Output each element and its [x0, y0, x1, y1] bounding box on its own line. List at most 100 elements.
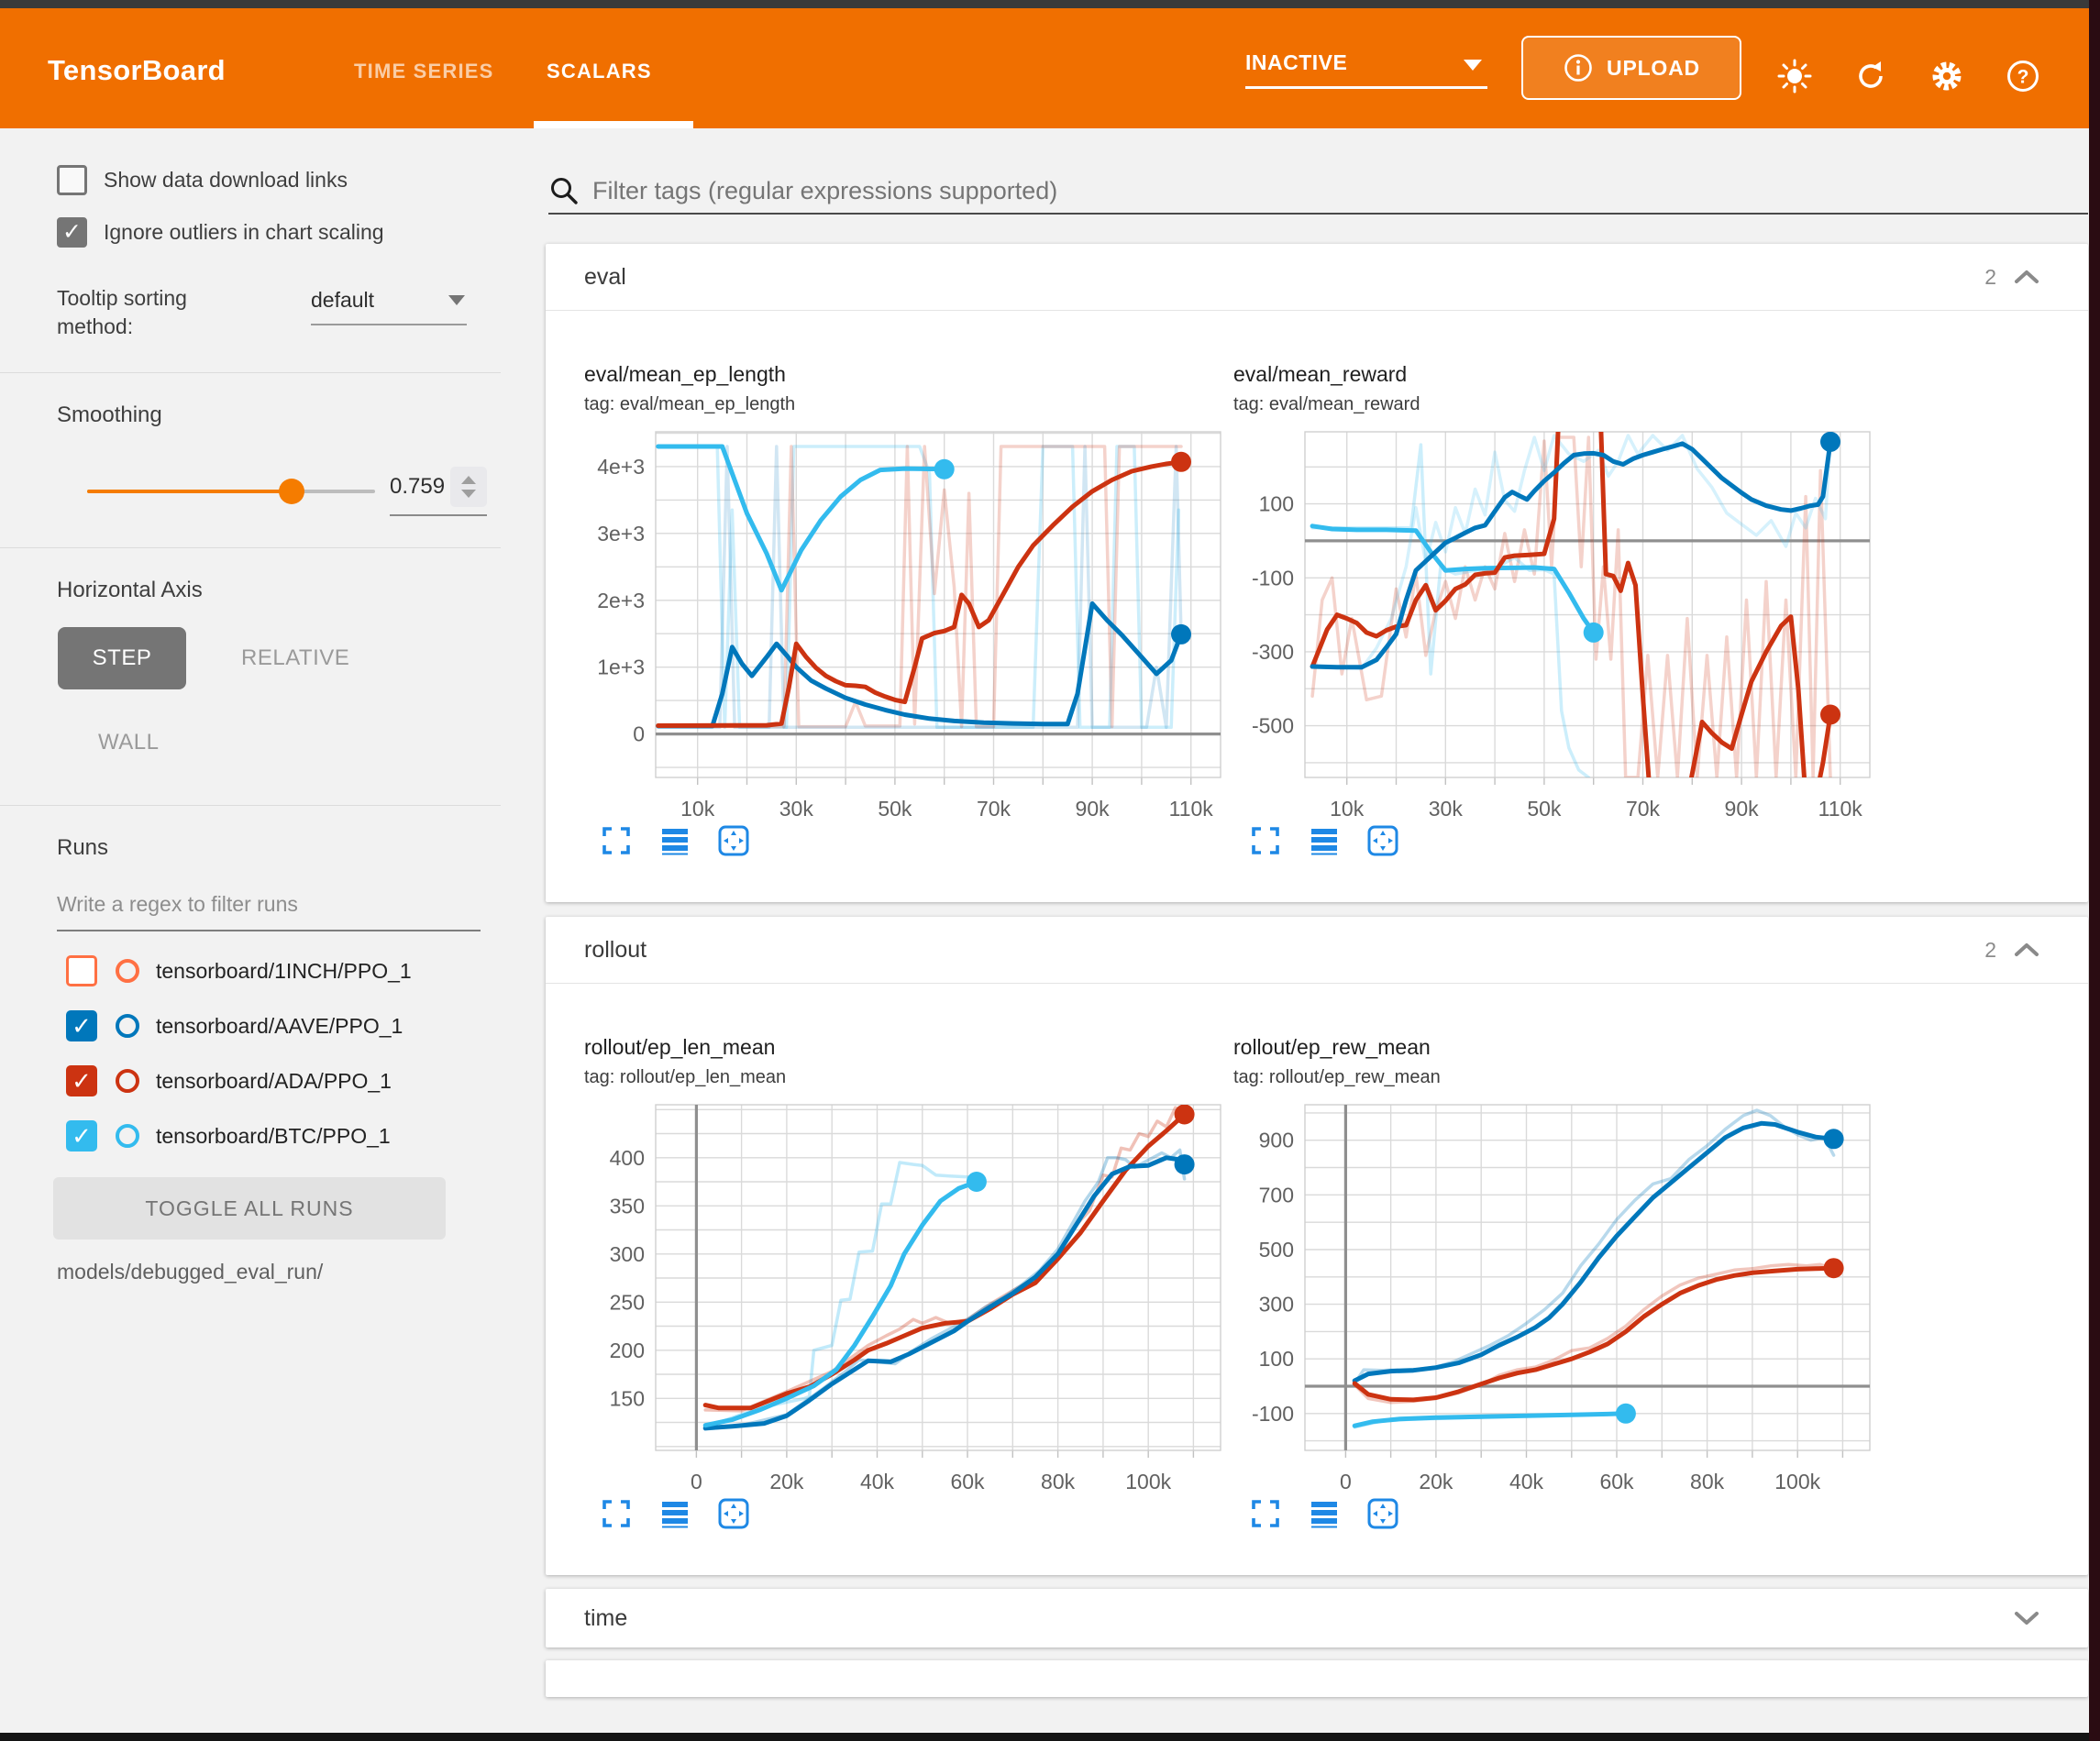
fit-domain-icon[interactable]: [718, 1498, 749, 1529]
axis-relative-button[interactable]: RELATIVE: [241, 645, 350, 671]
svg-text:4e+3: 4e+3: [597, 455, 645, 479]
app-title: TensorBoard: [48, 54, 226, 86]
section-header-time[interactable]: time: [546, 1589, 2088, 1647]
toggle-all-runs-button[interactable]: TOGGLE ALL RUNS: [53, 1177, 446, 1240]
sidebar-divider: [0, 372, 501, 374]
svg-text:110k: 110k: [1169, 797, 1214, 819]
line-chart[interactable]: 0 20k 40k 60k 80k 100k 150 200 250 300 350 400: [584, 1097, 1233, 1496]
run-checkbox[interactable]: ✓: [66, 1065, 97, 1097]
tooltip-sorting-label: Tooltip sorting method:: [57, 286, 187, 339]
settings-gear-icon[interactable]: [1927, 56, 1967, 96]
run-label: tensorboard/AAVE/PPO_1: [156, 1013, 403, 1038]
run-checkbox[interactable]: ✓: [66, 1120, 97, 1152]
svg-text:80k: 80k: [1041, 1470, 1076, 1492]
section-count-badge: 2: [1984, 264, 1996, 289]
run-color-ring-icon[interactable]: [116, 1014, 139, 1039]
window-bottom-strip: [0, 1733, 2100, 1741]
chevron-down-icon: [448, 295, 465, 305]
axis-step-button[interactable]: STEP: [58, 627, 186, 690]
stepper-down-icon[interactable]: [461, 490, 477, 499]
runs-label: Runs: [57, 835, 109, 861]
status-dropdown[interactable]: INACTIVE: [1245, 50, 1487, 89]
run-row-ada[interactable]: ✓ tensorboard/ADA/PPO_1: [66, 1065, 501, 1097]
expand-section-button[interactable]: [2011, 1608, 2042, 1628]
brightness-icon[interactable]: [1774, 56, 1815, 96]
run-color-ring-icon[interactable]: [116, 1069, 139, 1094]
fullscreen-icon[interactable]: [1250, 1498, 1281, 1529]
fit-domain-icon[interactable]: [1367, 1498, 1398, 1529]
ignore-outliers-label: Ignore outliers in chart scaling: [104, 220, 384, 244]
svg-text:100k: 100k: [1125, 1470, 1171, 1492]
upload-button[interactable]: UPLOAD: [1521, 36, 1741, 100]
tooltip-sorting-row: Tooltip sorting method: default: [57, 284, 501, 341]
data-table-icon[interactable]: [1309, 1498, 1340, 1529]
select-underline: [311, 324, 467, 325]
svg-text:20k: 20k: [769, 1470, 804, 1492]
input-underline: [57, 930, 481, 932]
data-table-icon[interactable]: [1309, 825, 1340, 856]
filter-tags-input[interactable]: Filter tags (regular expressions support…: [548, 167, 2088, 215]
section-header-eval[interactable]: eval 2: [546, 244, 2088, 310]
scrollbar-track[interactable]: [2089, 0, 2100, 1741]
svg-text:-100: -100: [1252, 566, 1294, 590]
stepper-up-icon[interactable]: [461, 476, 477, 485]
line-chart[interactable]: 0 20k 40k 60k 80k 100k -100 100 300 500 700 900: [1233, 1097, 1883, 1496]
chart-toolbar: [584, 1498, 1233, 1529]
fit-domain-icon[interactable]: [718, 825, 749, 856]
fullscreen-icon[interactable]: [1250, 825, 1281, 856]
fullscreen-icon[interactable]: [601, 825, 632, 856]
svg-text:50k: 50k: [878, 797, 912, 819]
ignore-outliers-checkbox[interactable]: ✓: [57, 217, 87, 248]
show-download-links-row[interactable]: ✓ Show data download links: [57, 165, 501, 195]
content-area: ✓ Show data download links ✓ Ignore outl…: [0, 128, 2089, 1741]
fullscreen-icon[interactable]: [601, 1498, 632, 1529]
tooltip-sorting-select[interactable]: default: [311, 288, 467, 341]
chart-eval-mean-ep-length: eval/mean_ep_length tag: eval/mean_ep_le…: [584, 362, 1233, 856]
run-label: tensorboard/ADA/PPO_1: [156, 1068, 392, 1093]
run-checkbox[interactable]: ✓: [66, 955, 97, 987]
smoothing-input[interactable]: 0.759: [390, 467, 487, 517]
run-row-aave[interactable]: ✓ tensorboard/AAVE/PPO_1: [66, 1010, 501, 1042]
refresh-icon[interactable]: [1851, 56, 1891, 96]
smoothing-label: Smoothing: [57, 402, 162, 428]
collapse-section-button[interactable]: [2011, 267, 2042, 287]
runs-filter-input[interactable]: Write a regex to filter runs: [57, 892, 481, 932]
run-row-1inch[interactable]: ✓ tensorboard/1INCH/PPO_1: [66, 955, 501, 987]
section-header-rollout[interactable]: rollout 2: [546, 917, 2088, 983]
run-color-ring-icon[interactable]: [116, 959, 139, 984]
section-card-partial: [546, 1660, 2088, 1697]
svg-text:30k: 30k: [779, 797, 814, 819]
chart-tag: tag: eval/mean_ep_length: [584, 394, 796, 414]
axis-wall-button[interactable]: WALL: [98, 730, 160, 755]
settings-sidebar: ✓ Show data download links ✓ Ignore outl…: [0, 128, 501, 1741]
smoothing-slider-thumb[interactable]: [278, 479, 304, 505]
run-color-ring-icon[interactable]: [116, 1124, 139, 1149]
svg-text:700: 700: [1259, 1183, 1294, 1207]
show-download-links-checkbox[interactable]: ✓: [57, 165, 87, 195]
svg-text:200: 200: [610, 1339, 645, 1362]
check-icon: ✓: [72, 1012, 92, 1041]
show-download-links-label: Show data download links: [104, 168, 348, 192]
data-table-icon[interactable]: [659, 1498, 691, 1529]
ignore-outliers-row[interactable]: ✓ Ignore outliers in chart scaling: [57, 217, 501, 248]
fit-domain-icon[interactable]: [1367, 825, 1398, 856]
number-stepper[interactable]: [450, 467, 487, 508]
help-icon[interactable]: ?: [2003, 56, 2043, 96]
run-row-btc[interactable]: ✓ tensorboard/BTC/PPO_1: [66, 1120, 501, 1152]
svg-text:-300: -300: [1252, 640, 1294, 664]
section-card-time: time: [546, 1589, 2088, 1647]
smoothing-slider[interactable]: [87, 479, 375, 505]
svg-text:90k: 90k: [1076, 797, 1111, 819]
line-chart[interactable]: 10k 30k 50k 70k 90k 110k 100 -100 -300 -500: [1233, 424, 1883, 823]
tab-time-series[interactable]: TIME SERIES: [354, 60, 494, 83]
line-chart[interactable]: 10k 30k 50k 70k 90k 110k 0 1e+3 2e+3 3e+3 4e+3: [584, 424, 1233, 823]
section-count-badge: 2: [1984, 937, 1996, 962]
runs-base-path: models/debugged_eval_run/: [57, 1260, 324, 1284]
data-table-icon[interactable]: [659, 825, 691, 856]
tab-scalars[interactable]: SCALARS: [547, 60, 652, 83]
active-tab-indicator: [534, 121, 693, 128]
run-checkbox[interactable]: ✓: [66, 1010, 97, 1042]
svg-text:10k: 10k: [1330, 797, 1365, 819]
collapse-section-button[interactable]: [2011, 940, 2042, 960]
svg-text:900: 900: [1259, 1129, 1294, 1152]
